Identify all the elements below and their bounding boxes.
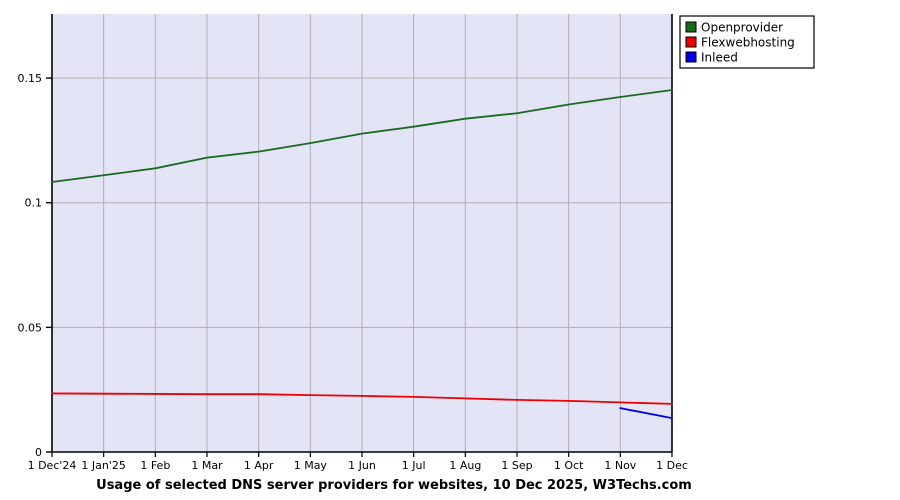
x-tick-label: 1 Dec (656, 459, 688, 472)
x-tick-label: 1 Oct (554, 459, 584, 472)
chart-title: Usage of selected DNS server providers f… (96, 478, 692, 493)
y-tick-label: 0.1 (25, 197, 43, 210)
legend-color-swatch (685, 21, 697, 33)
series-line (619, 407, 673, 420)
legend-border (679, 15, 815, 69)
y-tick-label: 0.15 (18, 72, 43, 85)
legend-label: Inleed (701, 51, 738, 65)
y-axis-tick-labels: 0 0.05 0.1 0.15 (18, 72, 43, 459)
x-tick-label: 1 Jan'25 (81, 459, 125, 472)
legend-label: Openprovider (701, 21, 783, 35)
x-tick-label: 1 Dec'24 (28, 459, 77, 472)
x-tick-label: 1 Feb (140, 459, 170, 472)
horizontal-gridlines (52, 77, 672, 328)
data-series-group (51, 89, 673, 420)
x-axis-ticks (51, 452, 673, 457)
x-tick-label: 1 Jul (402, 459, 426, 472)
legend-label: Flexwebhosting (701, 36, 795, 50)
vertical-gridlines (103, 14, 673, 452)
y-axis-ticks (46, 77, 52, 453)
x-tick-label: 1 Aug (449, 459, 481, 472)
y-tick-label: 0.05 (18, 321, 43, 334)
series-line (51, 89, 673, 183)
x-tick-label: 1 Nov (604, 459, 636, 472)
x-tick-label: 1 Sep (501, 459, 532, 472)
x-axis-tick-labels: 1 Dec'24 1 Jan'25 1 Feb 1 Mar 1 Apr 1 May 1 Ju… (28, 459, 688, 472)
legend-color-swatch (685, 36, 697, 48)
x-tick-label: 1 Apr (244, 459, 274, 472)
x-tick-label: 1 May (294, 459, 328, 472)
series-line (51, 392, 673, 405)
legend-color-swatch (685, 51, 697, 63)
x-tick-label: 1 Mar (191, 459, 223, 472)
x-tick-label: 1 Jun (348, 459, 376, 472)
y-tick-label: 0 (35, 446, 42, 459)
